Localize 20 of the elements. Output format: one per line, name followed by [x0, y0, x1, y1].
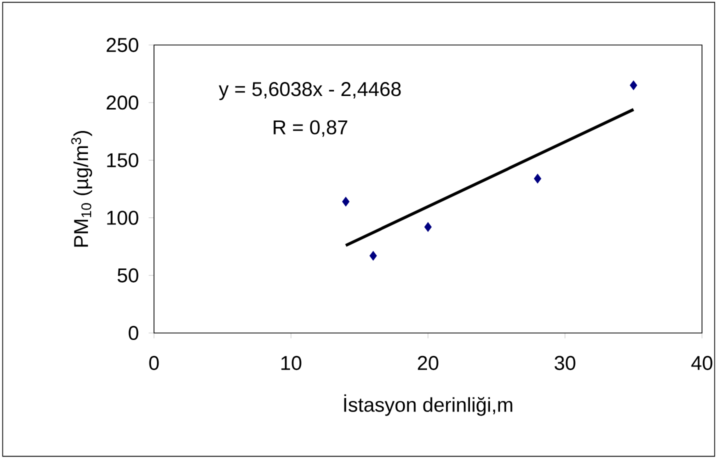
y-tick-label: 200 [106, 96, 138, 110]
x-axis-title: İstasyon derinliği,m [344, 394, 512, 416]
point [424, 222, 432, 232]
y-tick-label: 50 [118, 268, 138, 282]
x-tick-label: 0 [149, 356, 159, 370]
point [630, 80, 638, 90]
y-axis-title: PM$_{10}$ (µg/m$^{3}$) [71, 131, 92, 247]
x-tick-label: 40 [691, 356, 712, 370]
y-tick-label: 250 [106, 38, 138, 52]
point [534, 174, 542, 184]
y-tick-label: 150 [107, 153, 138, 168]
x-tick-label: 20 [418, 356, 438, 370]
point [342, 196, 350, 206]
y-tick-label: 0 [128, 326, 138, 340]
annotation: y = 5,6038x - 2,4468 [218, 82, 401, 100]
annotation: R = 0,87 [274, 120, 348, 137]
y-tick-label: 100 [107, 210, 138, 225]
x-tick-label: 30 [554, 356, 576, 370]
x-tick-label: 10 [281, 356, 302, 370]
point [370, 251, 377, 261]
